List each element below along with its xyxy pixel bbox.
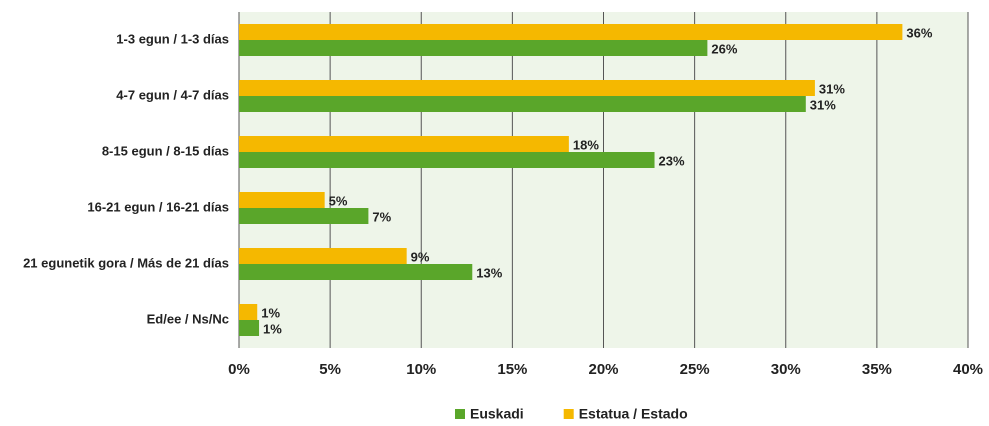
x-tick-label: 10% [406,361,436,378]
bar [239,40,708,56]
value-label: 13% [476,265,502,280]
value-label: 7% [372,209,391,224]
legend-label: Euskadi [470,406,524,422]
legend-label: Estatua / Estado [579,406,688,422]
bar [239,80,815,96]
bar [239,264,473,280]
bar [239,248,407,264]
x-tick-label: 15% [497,361,527,378]
x-tick-label: 35% [862,361,892,378]
x-tick-label: 5% [319,361,341,378]
y-tick-label: 16-21 egun / 16-21 días [87,199,229,214]
legend-swatch [455,409,465,419]
value-label: 31% [819,81,845,96]
bar [239,24,903,40]
value-label: 23% [659,153,685,168]
bar [239,320,260,336]
value-label: 36% [906,25,932,40]
x-tick-label: 25% [680,361,710,378]
y-tick-label: 21 egunetik gora / Más de 21 días [23,255,229,270]
value-label: 9% [411,249,430,264]
value-label: 31% [810,97,836,112]
bar [239,208,369,224]
y-tick-label: 8-15 egun / 8-15 días [102,143,229,158]
value-label: 1% [261,305,280,320]
value-label: 18% [573,137,599,152]
value-label: 26% [711,41,737,56]
y-tick-label: Ed/ee / Ns/Nc [147,311,229,326]
x-tick-label: 0% [228,361,250,378]
bar [239,96,806,112]
bar [239,136,569,152]
bar [239,304,258,320]
y-tick-label: 4-7 egun / 4-7 días [116,87,229,102]
bar [239,152,655,168]
value-label: 5% [329,193,348,208]
bar [239,192,325,208]
x-tick-label: 30% [771,361,801,378]
y-tick-label: 1-3 egun / 1-3 días [116,31,229,46]
x-tick-label: 40% [953,361,983,378]
legend-swatch [563,409,574,419]
value-label: 1% [263,321,282,336]
x-tick-label: 20% [588,361,618,378]
